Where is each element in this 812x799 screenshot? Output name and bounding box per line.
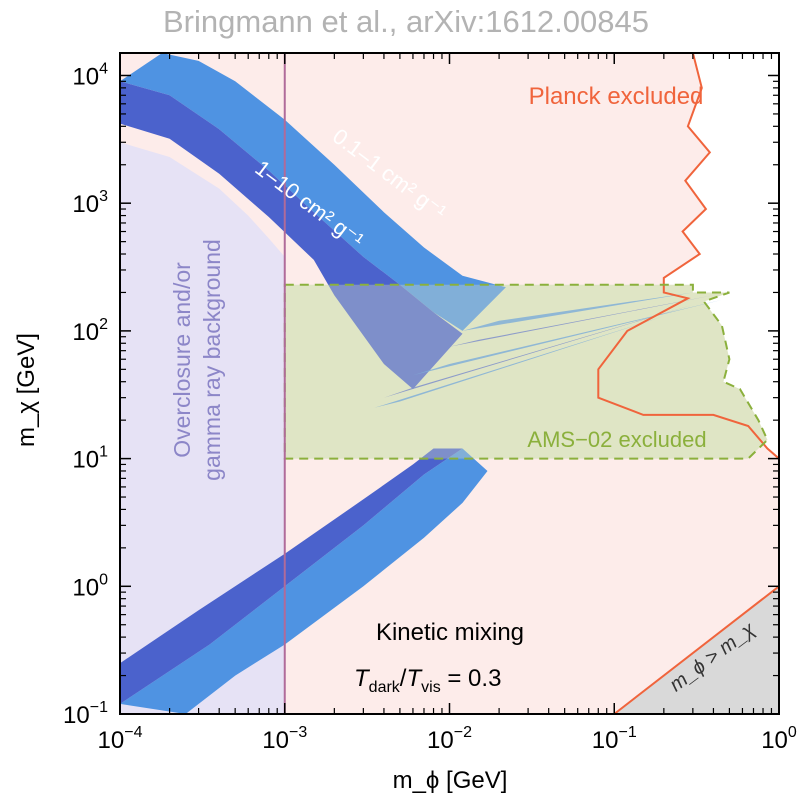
figure-title: Bringmann et al., arXiv:1612.00845 <box>163 4 649 39</box>
ratio-T2: T <box>406 665 423 692</box>
resonance-streak <box>449 295 714 347</box>
x-tick-exponent: 0 <box>788 724 797 741</box>
band-dark-lower-branch <box>120 448 463 704</box>
ams02-label: AMS−02 excluded <box>527 427 706 452</box>
overclosure-label-line2: gamma ray background <box>199 239 225 481</box>
y-tick-label: 102 <box>72 316 108 346</box>
x-tick-exponent: −4 <box>124 724 142 741</box>
resonance-streak <box>413 299 722 376</box>
y-tick-exponent: 0 <box>99 571 108 588</box>
x-tick-base: 10 <box>98 727 125 754</box>
plot-area <box>120 53 779 714</box>
y-tick-base: 10 <box>72 574 99 601</box>
y-tick-exponent: 4 <box>99 60 108 77</box>
y-tick-label: 101 <box>72 444 108 474</box>
y-tick-exponent: 2 <box>99 316 108 333</box>
equal-mass-line <box>613 585 779 714</box>
band-dark-upper <box>120 81 463 390</box>
band-light-lower-branch <box>120 448 488 714</box>
x-tick-label: 10−4 <box>98 724 143 754</box>
x-tick-label: 100 <box>761 724 797 754</box>
x-tick-exponent: −1 <box>618 724 636 741</box>
resonance-streak <box>462 292 693 331</box>
x-tick-label: 10−3 <box>262 724 307 754</box>
y-tick-base: 10 <box>63 702 90 729</box>
resonance-streak <box>374 316 664 408</box>
kinetic-mixing-label: Kinetic mixing <box>376 619 524 646</box>
resonance-streak <box>383 304 693 398</box>
ratio-T1: T <box>354 665 371 692</box>
ams02-boundary-line <box>283 283 769 460</box>
ratio-slash: / <box>400 665 407 692</box>
y-tick-base: 10 <box>72 63 99 90</box>
y-tick-label: 10−1 <box>63 699 108 729</box>
y-tick-base: 10 <box>72 191 99 218</box>
x-tick-base: 10 <box>592 727 619 754</box>
x-axis-label: m_ϕ [GeV] <box>393 767 508 794</box>
x-tick-exponent: −2 <box>454 724 472 741</box>
y-tick-exponent: 3 <box>99 188 108 205</box>
y-axis-label: m_χ [GeV] <box>13 333 40 447</box>
x-tick-base: 10 <box>427 727 454 754</box>
y-tick-label: 100 <box>72 571 108 601</box>
x-tick-label: 10−2 <box>427 724 472 754</box>
y-tick-base: 10 <box>72 319 99 346</box>
overclosure-label-line1: Overclosure and/or <box>169 262 195 458</box>
y-tick-exponent: −1 <box>90 699 108 716</box>
x-tick-base: 10 <box>761 727 788 754</box>
y-tick-label: 103 <box>72 188 108 218</box>
planck-boundary-line <box>597 53 779 460</box>
ratio-value: = 0.3 <box>441 665 502 692</box>
x-tick-exponent: −3 <box>289 724 307 741</box>
y-tick-label: 104 <box>72 60 108 90</box>
overclosure-label: Overclosure and/or gamma ray background <box>169 239 225 481</box>
y-tick-exponent: 1 <box>99 444 108 461</box>
temperature-ratio-label: Tdark/Tvis = 0.3 <box>354 665 501 696</box>
overclosure-region <box>120 142 285 714</box>
ratio-sub-dark: dark <box>369 679 401 696</box>
x-tick-base: 10 <box>262 727 289 754</box>
y-tick-base: 10 <box>72 447 99 474</box>
axes: 10−4 10−3 10−2 10−1 10010−1100101102103104m_… <box>13 52 797 794</box>
x-tick-label: 10−1 <box>592 724 637 754</box>
planck-label: Planck excluded <box>529 83 704 110</box>
ratio-sub-vis: vis <box>421 679 441 696</box>
band-light-upper <box>120 53 506 331</box>
